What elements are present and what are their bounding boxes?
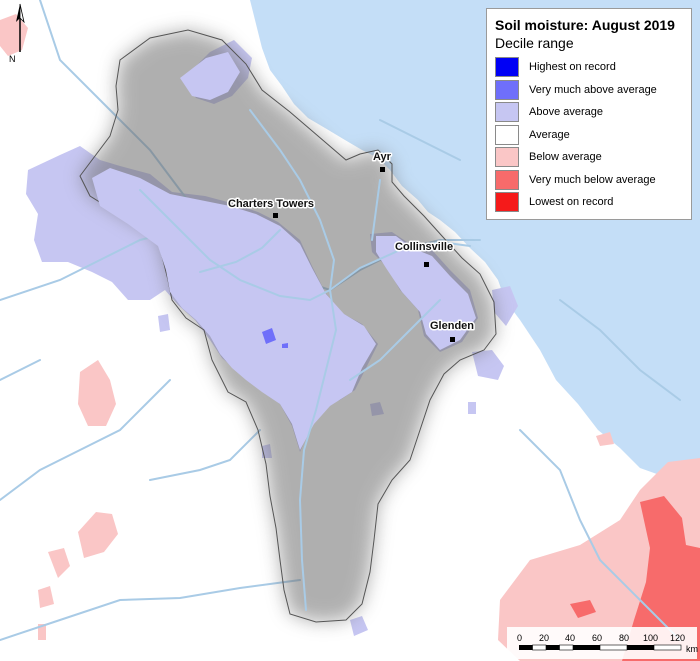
very-much-below-average-areas [570,496,700,661]
catchment-very-much-above-average-areas [262,328,288,348]
legend-swatch [495,147,519,168]
legend-title: Soil moisture: August 2019 [495,17,675,33]
legend-item-very-much-below-average: Very much below average [495,169,691,192]
legend-label: Average [529,128,570,141]
town-marker [380,167,385,172]
svg-text:Charters Towers: Charters Towers [228,198,314,210]
legend-swatch [495,192,519,213]
catchment-above-average-areas [92,52,476,450]
legend-swatch [495,169,519,190]
town-collinsville: Collinsville [394,240,455,267]
svg-text:Glenden: Glenden [430,320,474,332]
scale-tick-label: 40 [565,633,575,643]
legend-swatch [495,79,519,100]
legend-label: Below average [529,151,602,164]
legend-swatch [495,57,519,78]
scale-unit-label: km [686,644,698,654]
scale-tick-label: 0 [517,633,522,643]
scale-tick-label: 60 [592,633,602,643]
legend-item-below-average: Below average [495,146,691,169]
svg-text:N: N [9,54,16,64]
north-arrow: N [9,3,25,64]
town-marker [273,213,278,218]
scale-tick-label: 80 [619,633,629,643]
legend-item-average: Average [495,124,691,147]
legend-item-very-much-above-average: Very much above average [495,79,691,102]
legend-item-lowest-on-record: Lowest on record [495,191,691,214]
legend-label: Above average [529,106,603,119]
legend: Soil moisture: August 2019 Decile range … [486,8,692,220]
legend-subtitle: Decile range [495,35,574,51]
legend-swatch [495,102,519,123]
legend-item-highest-on-record: Highest on record [495,56,691,79]
svg-text:Collinsville: Collinsville [395,241,453,253]
legend-label: Very much below average [529,173,656,186]
scale-tick-label: 20 [539,633,549,643]
town-ayr: Ayr [372,150,393,172]
legend-label: Lowest on record [529,196,614,209]
catchment-rivers [139,109,471,611]
town-charters-towers: Charters Towers [227,197,316,218]
scale-tick-label: 100 [643,633,658,643]
town-marker [424,262,429,267]
svg-text:Ayr: Ayr [373,151,392,163]
legend-label: Very much above average [529,83,657,96]
town-glenden: Glenden [429,319,476,342]
scale-bar: 0 20 40 60 80 100 120 km [507,627,698,659]
town-marker [450,337,455,342]
legend-swatch [495,124,519,145]
scale-tick-label: 120 [670,633,685,643]
legend-label: Highest on record [529,61,616,74]
legend-item-above-average: Above average [495,101,691,124]
